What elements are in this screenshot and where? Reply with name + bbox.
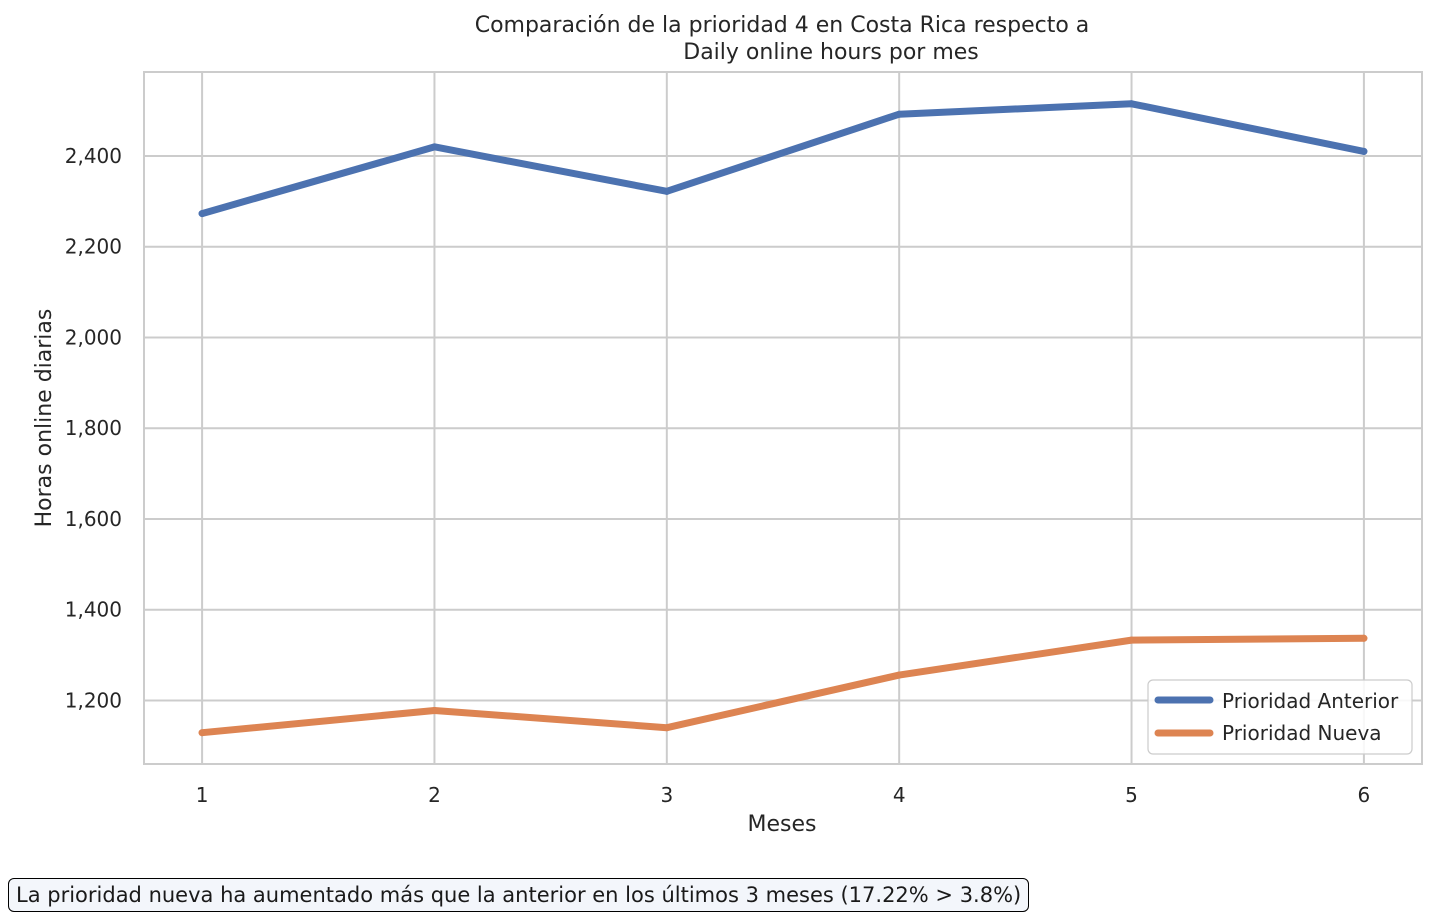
x-tick-label: 4 xyxy=(893,783,906,807)
legend-box xyxy=(1147,679,1413,755)
data-point xyxy=(895,671,903,679)
line-chart: 1 2 3 4 5 6 1,200 1,400 1,600 1,800 2,000 2,200 2,4… xyxy=(32,13,1423,837)
data-point xyxy=(663,724,671,732)
plot-frame xyxy=(143,71,1423,765)
y-tick-label: 2,400 xyxy=(65,144,122,168)
y-tick-label: 1,800 xyxy=(65,416,122,440)
legend: Prioridad Anterior Prioridad Nueva xyxy=(1147,679,1413,755)
x-tick-label: 2 xyxy=(428,783,441,807)
data-point xyxy=(1128,100,1136,108)
series-lines xyxy=(198,100,1368,737)
x-tick-label: 1 xyxy=(196,783,209,807)
data-point xyxy=(895,110,903,118)
data-point xyxy=(663,187,671,195)
legend-label-prioridad-anterior: Prioridad Anterior xyxy=(1222,689,1399,713)
data-point xyxy=(1360,634,1368,642)
x-tick-labels: 1 2 3 4 5 6 xyxy=(196,783,1371,807)
y-tick-label: 1,200 xyxy=(65,688,122,712)
series-line-prioridad-anterior xyxy=(198,100,1368,218)
x-tick-label: 3 xyxy=(660,783,673,807)
y-tick-label: 1,400 xyxy=(65,598,122,622)
x-tick-label: 5 xyxy=(1125,783,1138,807)
y-tick-label: 2,200 xyxy=(65,235,122,259)
data-point xyxy=(1128,636,1136,644)
data-point xyxy=(198,729,206,737)
x-tick-label: 6 xyxy=(1358,783,1371,807)
series-line-prioridad-nueva xyxy=(198,634,1368,737)
summary-annotation: La prioridad nueva ha aumentado más que … xyxy=(8,878,1030,912)
legend-label-prioridad-nueva: Prioridad Nueva xyxy=(1222,721,1382,745)
y-axis-label: Horas online diarias xyxy=(32,309,57,528)
data-point xyxy=(430,143,438,151)
data-point xyxy=(1360,147,1368,155)
data-point xyxy=(198,210,206,218)
chart-title-line-2: Daily online hours por mes xyxy=(683,40,979,65)
y-tick-label: 1,600 xyxy=(65,507,122,531)
x-axis-label: Meses xyxy=(748,812,817,837)
chart-title-line-1: Comparación de la prioridad 4 en Costa R… xyxy=(475,13,1090,38)
data-point xyxy=(430,706,438,714)
y-tick-label: 2,000 xyxy=(65,325,122,349)
y-tick-labels: 1,200 1,400 1,600 1,800 2,000 2,200 2,400 xyxy=(65,144,122,713)
